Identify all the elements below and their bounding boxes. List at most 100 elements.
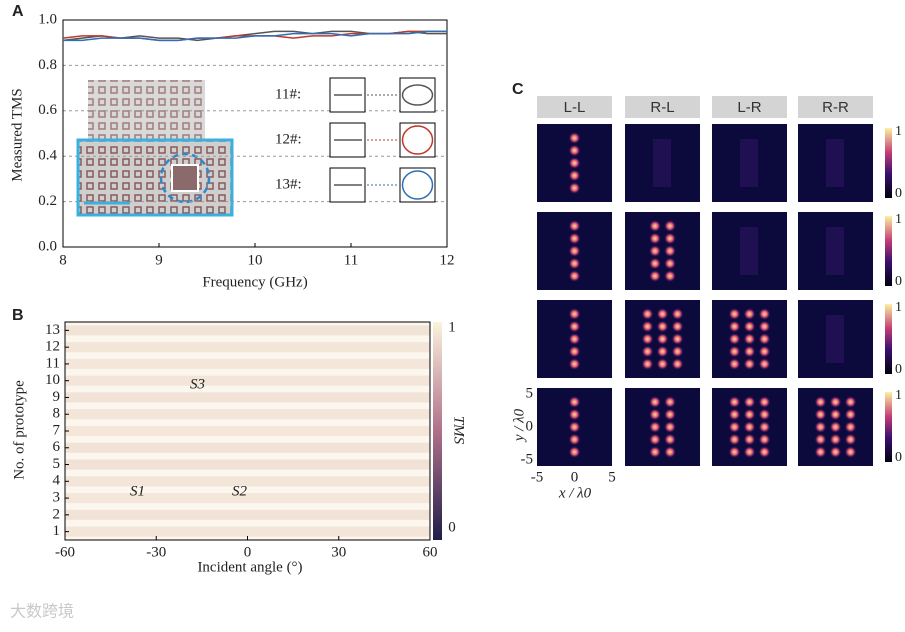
y-tick-label: 13 (45, 322, 60, 338)
x-tick-label: 60 (423, 544, 438, 560)
spot (814, 446, 827, 458)
legend-polarization (401, 84, 434, 106)
intensity-image (625, 388, 700, 466)
legend-polarization (401, 125, 434, 155)
spot (649, 220, 661, 232)
heat-row (65, 375, 430, 386)
spot (743, 433, 756, 446)
y-tick-label: 5 (53, 456, 61, 472)
spot (743, 446, 756, 458)
colorbar (885, 128, 892, 198)
y-tick-label: 2 (53, 506, 61, 522)
sphere-axis-label: S1 (130, 483, 145, 499)
heat-row (65, 425, 430, 437)
spot (568, 421, 581, 433)
spot (664, 433, 676, 446)
spot (664, 408, 676, 421)
spot (568, 257, 581, 270)
x-tick-label: 12 (440, 252, 455, 268)
heat-row (65, 392, 430, 403)
x-tick-label: 5 (608, 469, 616, 485)
spot (568, 358, 581, 370)
spot (568, 232, 581, 245)
spot (844, 396, 857, 408)
spot (656, 333, 669, 345)
y-tick-label: 0.4 (38, 148, 57, 164)
sphere-axis-label: S3 (190, 376, 205, 392)
series-line (63, 30, 447, 42)
spot (664, 220, 676, 232)
faint-glow (740, 139, 758, 187)
x-tick-label: 0 (571, 469, 579, 485)
spot (671, 333, 684, 345)
watermark: 大数跨境 (10, 602, 74, 621)
x-label: x / λ0 (558, 485, 592, 501)
spot (844, 433, 857, 446)
heat-row (65, 509, 430, 520)
spot (641, 345, 654, 358)
spot (758, 396, 771, 408)
intensity-image (625, 212, 700, 290)
spot (568, 345, 581, 358)
spot (728, 433, 741, 446)
colorbar (885, 392, 892, 462)
intensity-image (625, 124, 700, 202)
spot (758, 345, 771, 358)
x-label: Incident angle (°) (197, 559, 302, 575)
spot (743, 396, 756, 408)
panel-label: B (12, 307, 24, 324)
spot (568, 220, 581, 232)
spot (568, 408, 581, 421)
heat-row (65, 358, 430, 369)
x-tick-label: 11 (344, 252, 358, 268)
x-tick-label: 30 (331, 544, 346, 560)
spot (814, 408, 827, 421)
spot (844, 421, 857, 433)
y-tick-label: 10 (45, 372, 60, 388)
spot (844, 408, 857, 421)
colorbar-tick-label: 1 (895, 388, 902, 403)
spot (728, 345, 741, 358)
colorbar-tick-label: 0 (895, 274, 902, 289)
spot (743, 421, 756, 433)
colorbar-tick-label: 1 (895, 300, 902, 315)
heat-row (65, 476, 430, 487)
spot (649, 408, 661, 421)
column-header-label: R-R (822, 99, 849, 116)
colorbar-tick-label: 1 (448, 319, 456, 335)
spot (568, 132, 581, 144)
column-header-label: L-L (564, 99, 586, 116)
spot (758, 433, 771, 446)
spot (829, 446, 842, 458)
spot (758, 446, 771, 458)
y-tick-label: 7 (53, 422, 61, 438)
spot (758, 421, 771, 433)
spot (758, 333, 771, 345)
column-header (537, 96, 612, 118)
heat-row (65, 325, 430, 336)
spot (671, 320, 684, 333)
intensity-image (798, 212, 873, 290)
spot (829, 396, 842, 408)
spot (649, 257, 661, 270)
intensity-image (712, 124, 787, 202)
y-tick-label: 0.8 (38, 57, 57, 73)
column-header (798, 96, 873, 118)
spot (641, 308, 654, 320)
spot (568, 245, 581, 257)
spot (728, 396, 741, 408)
y-tick-label: 3 (53, 490, 61, 506)
colorbar (885, 304, 892, 374)
x-tick-label: 9 (155, 252, 163, 268)
panel-label: C (512, 81, 524, 98)
spot (829, 433, 842, 446)
heat-row (65, 442, 430, 453)
spot (758, 358, 771, 370)
legend-box (399, 167, 436, 203)
faint-glow (826, 139, 844, 187)
spot (641, 358, 654, 370)
y-tick-label: 12 (45, 339, 60, 355)
spot (656, 358, 669, 370)
spot (743, 345, 756, 358)
plot-frame (64, 321, 431, 541)
